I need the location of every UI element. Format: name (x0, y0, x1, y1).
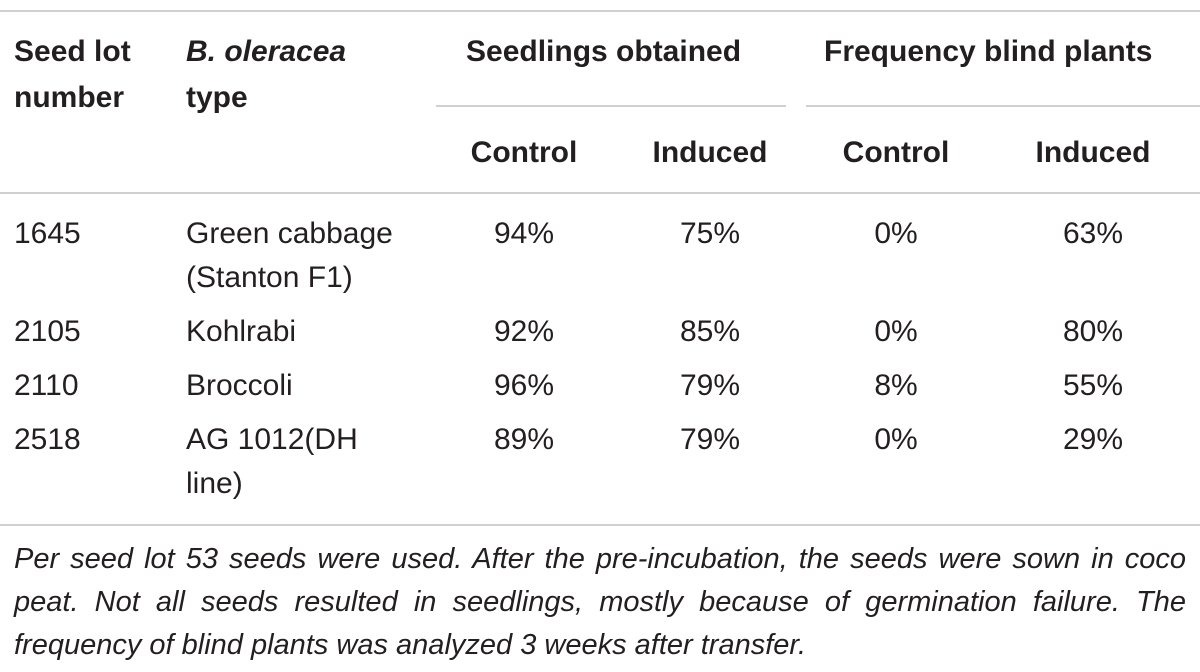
cell-blind-control: 0% (874, 315, 918, 348)
cell-blind-induced: 55% (1062, 369, 1124, 402)
seedlings-group-rule (436, 105, 786, 107)
cell-seed-lot: 2518 (14, 423, 81, 456)
header-frequency-blind-plants: Frequency blind plants (824, 35, 1153, 68)
cell-type: Broccoli (186, 369, 293, 402)
header-seedlings-obtained: Seedlings obtained (466, 35, 742, 68)
cell-type: AG 1012(DH (186, 423, 358, 456)
cell-blind-control: 0% (874, 217, 918, 250)
table-top-rule (0, 10, 1200, 12)
cell-seed-lot: 1645 (14, 217, 81, 250)
cell-seed-lot: 2110 (14, 369, 79, 402)
header-blind-control: Control (842, 136, 950, 169)
cell-blind-induced: 29% (1062, 423, 1124, 456)
header-bottom-rule (0, 192, 1200, 194)
cell-seedlings-control: 94% (493, 217, 555, 250)
cell-type: Green cabbage (186, 217, 393, 250)
table-bottom-rule (0, 524, 1200, 526)
header-seedlings-induced: Induced (652, 136, 768, 169)
cell-blind-control: 0% (874, 423, 918, 456)
cell-seedlings-control: 89% (493, 423, 555, 456)
header-type-line2: type (186, 81, 248, 114)
cell-blind-control: 8% (874, 369, 918, 402)
header-seed-lot-line1: Seed lot (14, 35, 131, 68)
cell-seedlings-induced: 75% (679, 217, 741, 250)
header-blind-induced: Induced (1035, 136, 1151, 169)
header-type-line1: B. oleracea (186, 35, 347, 68)
cell-seed-lot: 2105 (14, 315, 81, 348)
cell-type-continued: (Stanton F1) (186, 261, 353, 294)
cell-type-continued: line) (186, 467, 243, 500)
table-footnote: Per seed lot 53 seeds were used. After t… (14, 543, 1186, 661)
cell-seedlings-induced: 85% (679, 315, 741, 348)
cell-seedlings-induced: 79% (679, 423, 741, 456)
blind-group-rule (806, 105, 1200, 107)
cell-seedlings-control: 96% (493, 369, 555, 402)
cell-type: Kohlrabi (186, 315, 297, 348)
header-seed-lot-line2: number (14, 81, 125, 114)
cell-blind-induced: 80% (1062, 315, 1124, 348)
header-seedlings-control: Control (470, 136, 578, 169)
cell-seedlings-induced: 79% (679, 369, 741, 402)
cell-blind-induced: 63% (1062, 217, 1124, 250)
cell-seedlings-control: 92% (493, 315, 555, 348)
